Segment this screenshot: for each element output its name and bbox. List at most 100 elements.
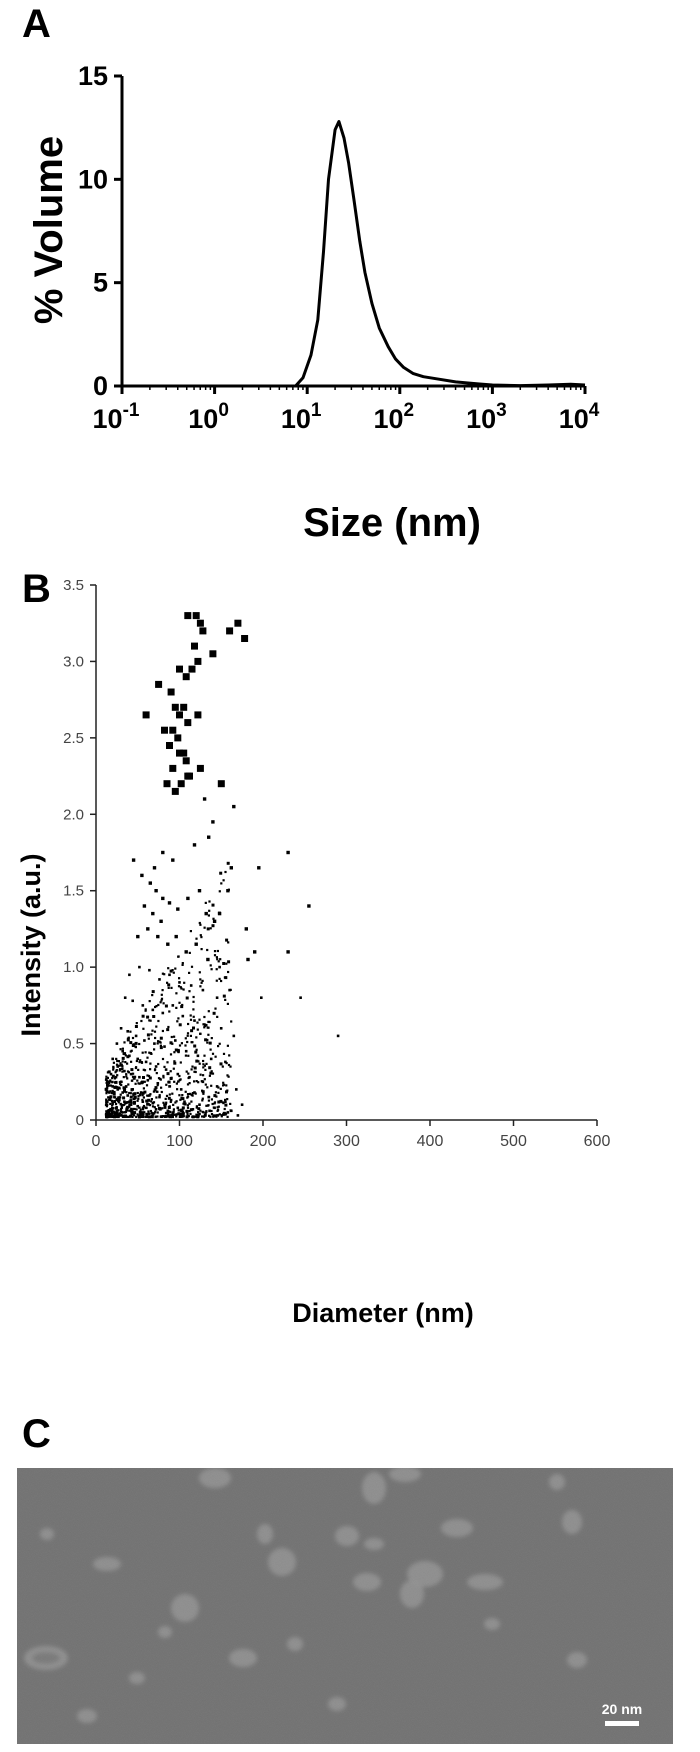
scatter-point <box>115 1115 118 1118</box>
scatter-point <box>155 1025 158 1028</box>
scatter-point <box>151 990 155 994</box>
scatter-point <box>167 983 171 987</box>
scatter-point <box>148 968 151 972</box>
scatter-point <box>229 988 232 991</box>
scatter-point <box>159 1036 163 1040</box>
scatter-point <box>193 1019 196 1022</box>
scatter-point <box>172 1067 175 1070</box>
scatter-point <box>158 1094 161 1097</box>
scatter-point <box>208 1095 211 1099</box>
scatter-point <box>157 1003 160 1007</box>
scatter-point <box>123 1111 126 1114</box>
scatter-point <box>147 1112 150 1115</box>
scatter-point <box>191 1065 194 1068</box>
scatter-point <box>123 1100 126 1103</box>
scatter-point <box>195 1105 198 1108</box>
scatter-point <box>188 1102 191 1105</box>
x-tick-label: 104 <box>559 400 600 434</box>
scatter-point <box>121 1047 124 1050</box>
scatter-point <box>219 1099 223 1103</box>
scatter-point <box>143 1039 146 1042</box>
scatter-point <box>177 1080 180 1083</box>
scatter-point <box>217 1045 220 1048</box>
scatter-point <box>175 1006 178 1009</box>
scatter-point <box>198 1018 201 1021</box>
scatter-point <box>182 1102 185 1105</box>
scatter-point <box>138 1106 141 1109</box>
scatter-point <box>169 1110 172 1113</box>
scatter-point <box>199 1109 202 1112</box>
scatter-point <box>113 1100 117 1103</box>
scatter-point <box>173 1080 176 1083</box>
scatter-point <box>118 1064 121 1067</box>
scatter-point <box>105 1105 108 1108</box>
y-tick-label: 1.5 <box>63 883 84 900</box>
scatter-point <box>116 1114 119 1117</box>
scatter-point <box>151 1029 154 1032</box>
scatter-point <box>184 1090 187 1093</box>
chart-a-xlabel: Size (nm) <box>303 501 481 545</box>
scatter-point <box>189 1108 193 1112</box>
scatter-point <box>199 1032 202 1035</box>
scatter-point <box>135 1022 138 1025</box>
scatter-point <box>105 1103 108 1106</box>
scatter-point <box>219 1087 222 1090</box>
scatter-point <box>181 962 184 965</box>
scatter-point <box>107 1080 110 1084</box>
scatter-point <box>232 804 236 809</box>
scatter-point <box>204 1111 207 1114</box>
scatter-point <box>115 1085 118 1088</box>
scatter-point <box>209 650 217 658</box>
scatter-point <box>121 1091 124 1094</box>
scatter-point <box>166 742 173 749</box>
scatter-point <box>163 1065 166 1068</box>
scatter-point <box>130 1110 133 1113</box>
scatter-point <box>181 1106 185 1110</box>
scatter-point <box>106 1113 110 1117</box>
scatter-point <box>212 1106 215 1109</box>
scatter-point <box>219 1062 223 1066</box>
scatter-point <box>178 1001 181 1004</box>
scatter-point <box>132 1097 135 1100</box>
scatter-point <box>126 1105 130 1109</box>
scatter-point <box>229 866 233 870</box>
scatter-point <box>159 1001 162 1004</box>
scatter-point <box>164 1068 168 1071</box>
scatter-point <box>227 970 230 974</box>
scatter-point <box>200 948 203 951</box>
scatter-point <box>158 1040 161 1043</box>
scatter-point <box>257 866 261 870</box>
scatter-point <box>207 914 210 917</box>
scatter-point <box>159 919 163 923</box>
scatter-point <box>112 1092 116 1096</box>
scatter-point <box>128 1054 131 1057</box>
scatter-point <box>122 1104 125 1107</box>
scatter-point <box>163 973 166 976</box>
scatter-point <box>180 703 188 711</box>
scatter-point <box>226 1089 229 1092</box>
scatter-point <box>125 1109 128 1112</box>
scatter-point <box>168 1085 172 1088</box>
scatter-point <box>216 1015 219 1018</box>
scatter-point <box>118 1086 121 1089</box>
scatter-point <box>217 780 225 788</box>
scatter-point <box>146 1102 150 1106</box>
scatter-point <box>154 1086 158 1090</box>
scatter-point <box>193 1070 196 1073</box>
scatter-point <box>178 981 181 984</box>
scatter-point <box>131 1079 134 1082</box>
scatter-point <box>158 1095 161 1099</box>
scatter-point <box>105 1089 109 1093</box>
scatter-point <box>202 1074 205 1077</box>
scatter-point <box>186 1096 189 1099</box>
scatter-point <box>170 1113 173 1116</box>
scatter-point <box>173 1061 177 1065</box>
scatter-point <box>112 1068 115 1071</box>
scatter-point <box>187 1054 190 1057</box>
scatter-point <box>215 1095 218 1098</box>
scatter-point <box>146 1056 149 1059</box>
scatter-point <box>118 1069 121 1072</box>
scatter-point <box>194 657 202 665</box>
scatter-point <box>134 1096 137 1100</box>
scatter-point <box>121 1115 124 1118</box>
